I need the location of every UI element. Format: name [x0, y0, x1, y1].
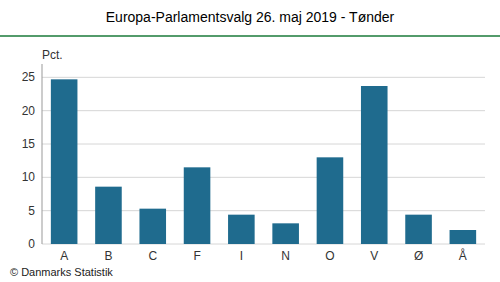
y-axis-line [42, 64, 43, 244]
x-tick-label: C [148, 249, 157, 263]
bar [272, 223, 299, 244]
x-tick-label: F [193, 249, 200, 263]
bar [228, 215, 255, 244]
title-rule [0, 35, 500, 37]
grid-line [42, 110, 485, 111]
bar [361, 86, 388, 244]
title: Europa-Parlamentsvalg 26. maj 2019 - Tøn… [106, 9, 395, 25]
x-tick-label: O [325, 249, 334, 263]
bar [95, 187, 122, 244]
bar [405, 215, 432, 244]
x-tick-label: Å [459, 248, 467, 263]
y-tick-label: 10 [22, 170, 36, 184]
x-tick-label: I [240, 249, 243, 263]
background [0, 0, 500, 282]
footer: © Danmarks Statistik [10, 266, 113, 278]
bar [139, 209, 166, 244]
grid-line [42, 77, 485, 78]
grid-line [42, 177, 485, 178]
bar [317, 157, 344, 244]
bar [51, 79, 78, 244]
bar [184, 167, 211, 244]
y-tick-label: 25 [22, 70, 36, 84]
x-tick-label: V [370, 249, 378, 263]
grid [42, 77, 485, 244]
x-tick-label: B [104, 249, 112, 263]
x-tick-label: A [60, 249, 68, 263]
y-tick-label: 20 [22, 104, 36, 118]
y-tick-label: 0 [28, 237, 35, 251]
y-tick-label: 5 [28, 204, 35, 218]
grid-line [42, 144, 485, 145]
x-tick-label: Ø [414, 249, 423, 263]
bar [450, 230, 477, 244]
y-tick-label: 15 [22, 137, 36, 151]
bars [51, 79, 476, 244]
y-axis-label: Pct. [42, 48, 63, 62]
chart: Europa-Parlamentsvalg 26. maj 2019 - Tøn… [0, 0, 500, 282]
x-tick-label: N [281, 249, 290, 263]
